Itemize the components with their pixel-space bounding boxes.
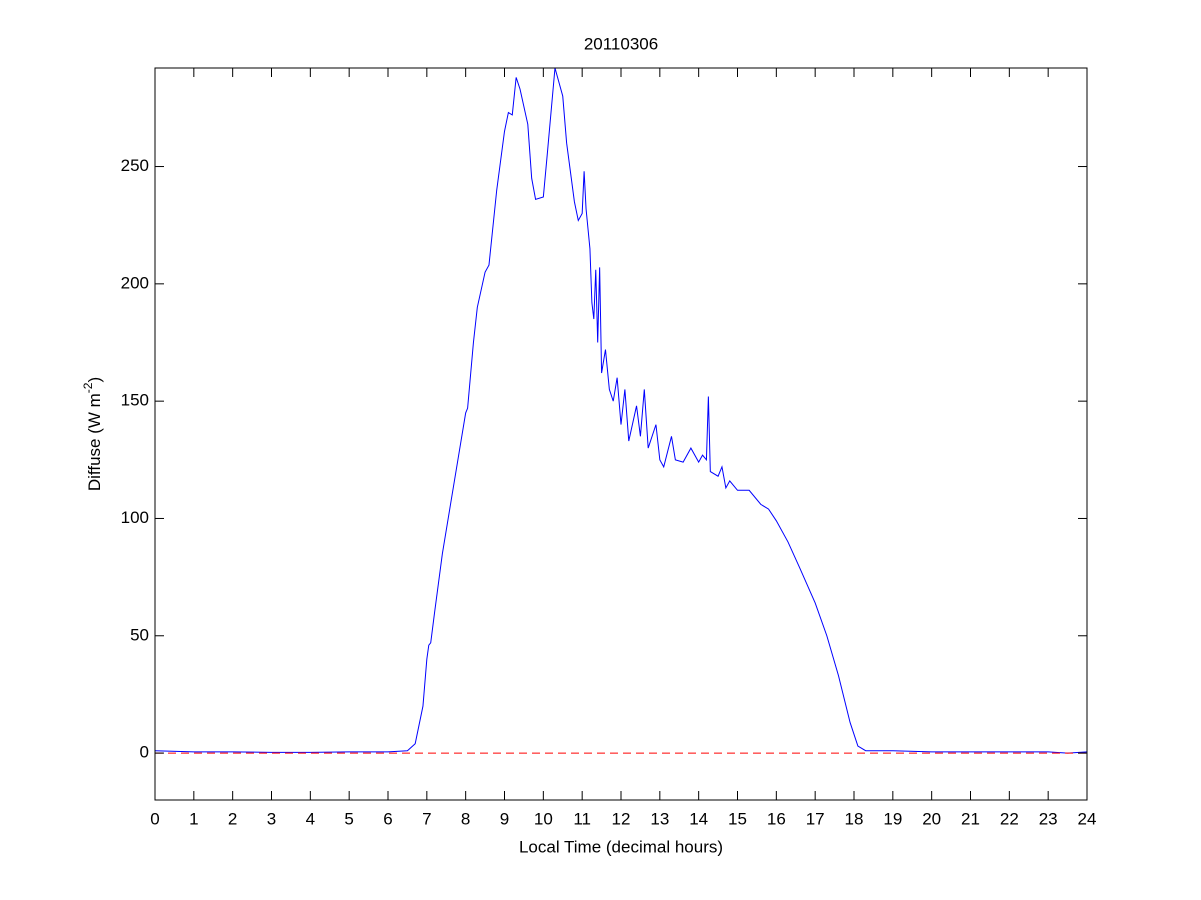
x-tick-label: 7 [422,809,431,828]
x-tick-label: 24 [1078,809,1097,828]
x-tick-label: 3 [267,809,276,828]
y-label-part: ) [85,377,104,383]
x-axis-label: Local Time (decimal hours) [519,837,723,856]
y-tick-label: 100 [121,508,149,527]
x-tick-label: 9 [500,809,509,828]
x-tick-label: 2 [228,809,237,828]
data-line [154,67,1088,754]
y-label-sup: -2 [81,382,95,393]
x-tick-label: 16 [767,809,786,828]
x-tick-label: 20 [922,809,941,828]
x-tick-label: 8 [461,809,470,828]
y-axis-label: Diffuse (W m-2) [81,377,104,491]
x-tick-label: 6 [383,809,392,828]
x-tick-label: 11 [573,809,591,828]
y-tick-label: 150 [121,391,149,410]
x-tick-label: 13 [650,809,669,828]
x-tick-label: 21 [961,809,980,828]
y-tick-label: 50 [130,625,149,644]
x-tick-label: 10 [534,809,553,828]
x-tick-label: 0 [150,809,159,828]
x-tick-label: 22 [1000,809,1019,828]
y-tick-label: 200 [121,273,149,292]
x-tick-label: 12 [612,809,631,828]
y-label-part: Diffuse (W m [85,393,104,491]
x-tick-label: 19 [883,809,902,828]
x-tick-label: 23 [1039,809,1058,828]
x-tick-label: 5 [344,809,353,828]
x-tick-label: 14 [689,809,708,828]
x-tick-label: 15 [728,809,747,828]
x-tick-label: 1 [189,809,198,828]
y-tick-label: 250 [121,156,149,175]
x-tick-label: 18 [845,809,864,828]
x-tick-label: 4 [306,809,315,828]
chart-title: 20110306 [584,34,658,53]
x-tick-label: 17 [806,809,825,828]
y-tick-label: 0 [140,743,149,762]
